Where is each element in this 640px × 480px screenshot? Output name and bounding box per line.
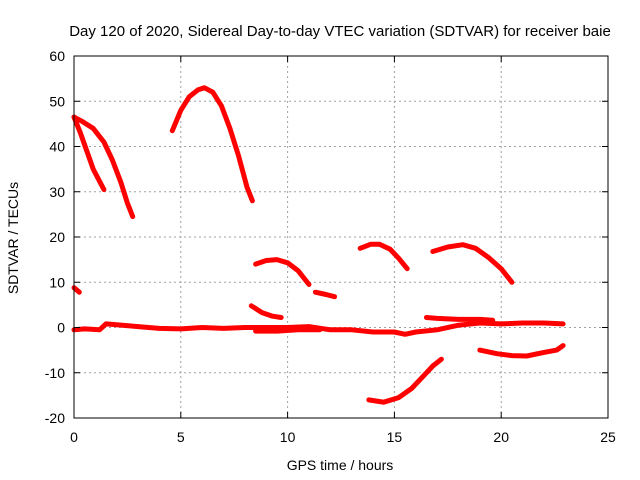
y-tick-label: 30	[49, 184, 65, 200]
axis-ticks: 0 5 10 15 20 25 -20 -10 0 10 20 30 40 50 60	[45, 48, 616, 445]
y-tick-label: -10	[45, 365, 65, 381]
y-tick-label: 50	[49, 93, 65, 109]
series-arc-j	[71, 320, 566, 337]
series-arc-l	[423, 315, 496, 323]
x-tick-label: 25	[600, 429, 616, 445]
y-tick-label: 40	[49, 139, 65, 155]
series-group	[71, 85, 566, 405]
y-tick-label: -20	[45, 410, 65, 426]
series-arc-b	[71, 114, 136, 220]
x-axis-label: GPS time / hours	[287, 457, 394, 473]
y-tick-label: 20	[49, 229, 65, 245]
series-arc-m	[366, 356, 444, 405]
series-arc-f	[253, 257, 312, 287]
x-tick-label: 15	[387, 429, 403, 445]
x-tick-label: 0	[70, 429, 78, 445]
series-arc-g	[312, 289, 338, 300]
x-tick-label: 5	[177, 429, 185, 445]
x-tick-label: 10	[280, 429, 296, 445]
chart-title: Day 120 of 2020, Sidereal Day-to-day VTE…	[69, 23, 611, 40]
y-axis-label: SDTVAR / TECUs	[5, 182, 21, 294]
series-arc-k	[253, 327, 323, 334]
series-arc-i	[430, 242, 515, 285]
y-tick-label: 10	[49, 274, 65, 290]
series-arc-h	[357, 241, 410, 272]
grid	[74, 56, 608, 418]
series-arc-n	[477, 343, 566, 359]
y-tick-label: 0	[57, 320, 65, 336]
series-arc-c	[169, 85, 255, 204]
x-tick-label: 20	[493, 429, 509, 445]
series-arc-a	[71, 114, 107, 192]
series-arc-d	[71, 285, 82, 295]
series-arc-e	[248, 303, 284, 320]
y-tick-label: 60	[49, 48, 65, 64]
